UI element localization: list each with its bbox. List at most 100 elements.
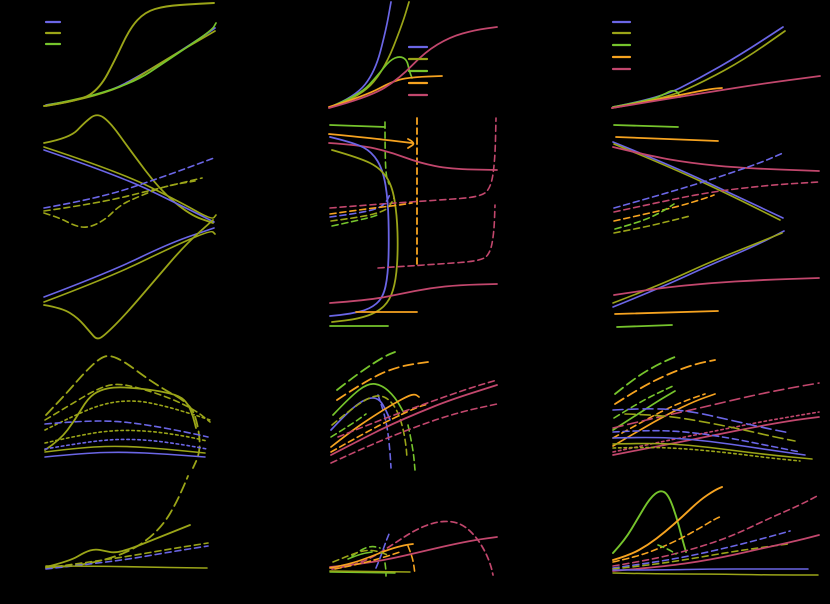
olive-longdash-steep [45, 475, 189, 569]
green-longdash [336, 351, 396, 391]
blue-meddash-low [612, 429, 801, 453]
orange-solid [330, 393, 420, 448]
panel-r4c3 [612, 486, 820, 576]
orange-dash [612, 515, 723, 563]
green-solid-small [347, 551, 373, 560]
panel-r3c2 [330, 351, 498, 471]
blue-dash-upper [43, 157, 215, 209]
orange-dash-mid [329, 202, 413, 215]
blue-solid-low [612, 436, 806, 456]
green-solid-arc [332, 383, 405, 416]
olive-solid-flat [612, 572, 819, 576]
blue-steep [329, 1, 392, 108]
olive-dash-wavy [43, 180, 196, 228]
olive-diag-upper [43, 146, 217, 219]
olive-dash-mid [330, 197, 395, 222]
crimson-solid-sigmoid [329, 536, 498, 568]
olive-shortdash-low [612, 446, 801, 462]
green-dash-small [657, 544, 677, 555]
crimson-upper [328, 142, 498, 171]
olive-dash-arc [44, 383, 211, 423]
panel-r4c2 [329, 520, 498, 577]
orange-longdash [614, 359, 716, 405]
blue-solid-flat [612, 568, 809, 571]
olive-dash [612, 543, 789, 570]
panel-r3c1 [44, 355, 211, 469]
green-curve [47, 22, 217, 106]
blue-dash-diag [45, 545, 209, 570]
legend-r1c2 [407, 45, 429, 97]
olive-diag-upper [613, 143, 781, 221]
orange-horiz-top [615, 136, 719, 142]
panel-r2c2 [328, 117, 498, 327]
orange-dash-rise [334, 551, 401, 570]
orange-solid-rise [329, 543, 414, 569]
legend-r1c3 [611, 20, 632, 71]
olive-dash-small [332, 549, 391, 563]
crimson-lower [329, 283, 498, 304]
olive-dash-rise [613, 215, 691, 234]
blue-solid-low [44, 451, 206, 458]
green-dash-left [330, 413, 367, 438]
crimson-sigmoid [328, 26, 498, 109]
green-dash-mid [331, 213, 381, 227]
olive-solid-flat [329, 570, 411, 573]
blue-rise [612, 26, 784, 108]
blue-dash [612, 530, 791, 569]
crimson-rise [611, 75, 821, 109]
orange-meddash [612, 393, 706, 439]
green-solid-flat [329, 571, 396, 574]
blue-diag-upper [43, 149, 215, 223]
orange-arrowhead [407, 138, 415, 149]
orange-solid-s [612, 486, 723, 561]
blue-curve [45, 27, 216, 106]
crimson-solid [612, 416, 820, 456]
blue-dash-steep [375, 533, 390, 569]
green-horiz-bottom [616, 324, 673, 328]
crimson-dash-arch [331, 520, 494, 576]
crimson-solid [612, 534, 820, 572]
panel-r1c1 [43, 2, 217, 107]
olive-dot-arc [44, 400, 211, 431]
crimson-upper [612, 146, 820, 172]
panel-r4c1 [45, 475, 209, 570]
crimson-dash-right [377, 204, 496, 269]
olive-steep [331, 1, 410, 108]
olive-dash-diag [45, 542, 209, 569]
blue-dot-low [44, 438, 208, 450]
olive-diag-lower [612, 232, 783, 304]
blue-dash-flat [44, 420, 209, 438]
olive-dash-arc [331, 395, 408, 459]
crimson-solid [330, 384, 498, 456]
crimson-lower [613, 277, 820, 296]
green-dash-vert [407, 424, 416, 471]
olive-solid-low [612, 442, 813, 460]
olive-longdash [624, 413, 796, 442]
crimson-dash-steep [612, 494, 820, 567]
olive-diag-lower [43, 230, 216, 303]
olive-curve [45, 30, 216, 107]
green-solid [612, 390, 676, 431]
crimson-dash-b [330, 403, 498, 464]
crimson-shortdash [612, 411, 820, 453]
olive-dot-low [44, 429, 208, 444]
olive-valley [43, 219, 214, 340]
olive-solid-low [44, 445, 206, 454]
orange-top [328, 133, 413, 144]
orange-longdash [336, 361, 429, 401]
green-dash-vert [384, 562, 387, 577]
panel-r1c2 [328, 1, 498, 109]
legend-r1c1 [44, 20, 62, 46]
panel-r1c3 [611, 26, 821, 109]
green-meddash [613, 385, 674, 419]
blue-longdash-flat [612, 408, 791, 434]
olive-sigmoid [43, 2, 215, 107]
green-dash-rise [614, 203, 675, 230]
orange-dash-rise [613, 194, 715, 222]
crimson-dash-a [613, 181, 820, 213]
olive-longdash-arc [45, 355, 201, 469]
panel-r2c3 [612, 124, 820, 328]
green-longdash [614, 355, 679, 395]
